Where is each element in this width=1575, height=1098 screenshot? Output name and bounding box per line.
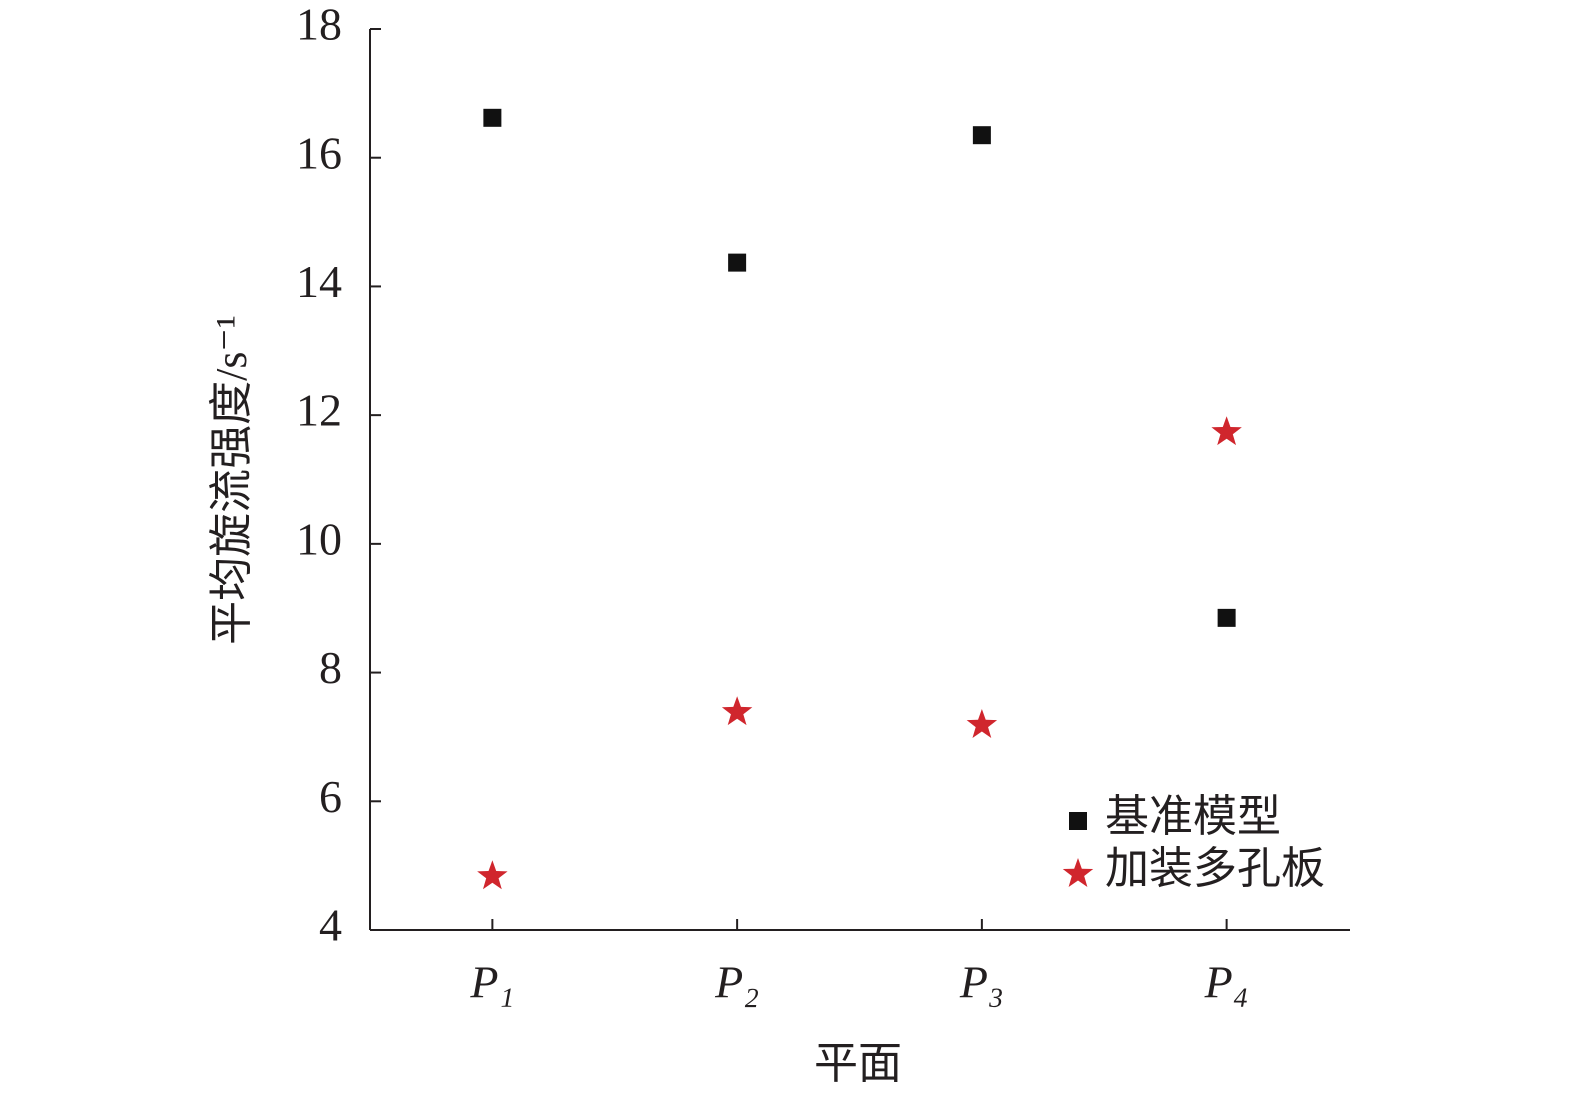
- y-tick-label: 8: [319, 642, 342, 693]
- y-tick-label: 4: [319, 900, 342, 951]
- point: [1211, 416, 1242, 446]
- y-axis-title: 平均旋流强度/s⁻¹: [207, 315, 256, 645]
- point: [966, 709, 998, 738]
- y-tick-label: 18: [296, 0, 342, 50]
- legend-label: 加装多孔板: [1105, 844, 1325, 893]
- x-axis-title: 平面: [814, 1039, 902, 1088]
- x-tick-label: P₄: [1204, 957, 1249, 1008]
- legend-marker: [1069, 812, 1087, 830]
- point: [728, 253, 747, 272]
- x-tick-label: P₁: [469, 957, 514, 1008]
- x-tick-label: P₃: [959, 957, 1004, 1008]
- point: [721, 696, 753, 726]
- point: [972, 126, 991, 145]
- point: [483, 108, 502, 127]
- point: [477, 860, 508, 890]
- legend-marker: [1062, 858, 1094, 887]
- legend-label: 基准模型: [1105, 792, 1281, 841]
- y-tick-label: 12: [296, 385, 342, 436]
- y-tick-label: 16: [296, 127, 342, 178]
- y-tick-label: 10: [296, 513, 342, 564]
- y-tick-label: 6: [319, 771, 342, 822]
- x-tick-label: P₂: [714, 957, 759, 1008]
- y-tick-label: 14: [296, 256, 342, 307]
- point: [1217, 608, 1236, 627]
